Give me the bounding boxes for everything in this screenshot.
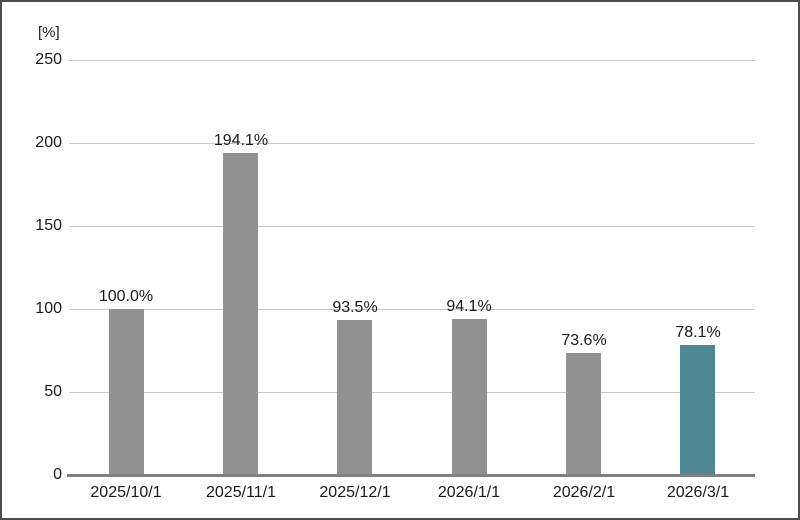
- x-tick-label-2026/2/1: 2026/2/1: [552, 484, 616, 501]
- x-tick-label-2025/10/1: 2025/10/1: [90, 484, 162, 501]
- y-tick-label-100: 100: [35, 300, 62, 317]
- x-tick-label-2025/12/1: 2025/12/1: [319, 484, 391, 501]
- gridline-100: [69, 309, 755, 310]
- y-tick-label-250: 250: [35, 51, 62, 68]
- y-tick-label-150: 150: [35, 217, 62, 234]
- chart-bar-2025/12/1: [337, 320, 372, 475]
- gridline-200: [69, 143, 755, 144]
- gridline-150: [69, 226, 755, 227]
- bar-value-label-2026/2/1: 73.6%: [561, 332, 607, 349]
- y-tick-label-50: 50: [44, 383, 62, 400]
- gridline-250: [69, 60, 755, 61]
- bar-value-label-2025/10/1: 100.0%: [98, 288, 154, 305]
- chart-bar-2026/2/1: [566, 353, 601, 475]
- y-tick-label-0: 0: [53, 466, 62, 483]
- bar-value-label-2025/11/1: 194.1%: [213, 132, 269, 149]
- chart-bar-2025/10/1: [109, 309, 144, 475]
- y-tick-label-200: 200: [35, 134, 62, 151]
- chart-bar-2026/1/1: [452, 319, 487, 475]
- bar-value-label-2025/12/1: 93.5%: [332, 299, 378, 316]
- chart-bar-2025/11/1: [223, 153, 258, 475]
- bar-value-label-2026/1/1: 94.1%: [446, 298, 492, 315]
- bar-value-label-2026/3/1: 78.1%: [675, 324, 721, 341]
- chart-bar-2026/3/1: [680, 345, 715, 475]
- x-axis-line: [67, 474, 755, 477]
- y-axis-unit-label: [%]: [38, 24, 60, 41]
- gridline-50: [69, 392, 755, 393]
- x-tick-label-2026/1/1: 2026/1/1: [437, 484, 501, 501]
- x-tick-label-2026/3/1: 2026/3/1: [666, 484, 730, 501]
- x-tick-label-2025/11/1: 2025/11/1: [206, 484, 276, 501]
